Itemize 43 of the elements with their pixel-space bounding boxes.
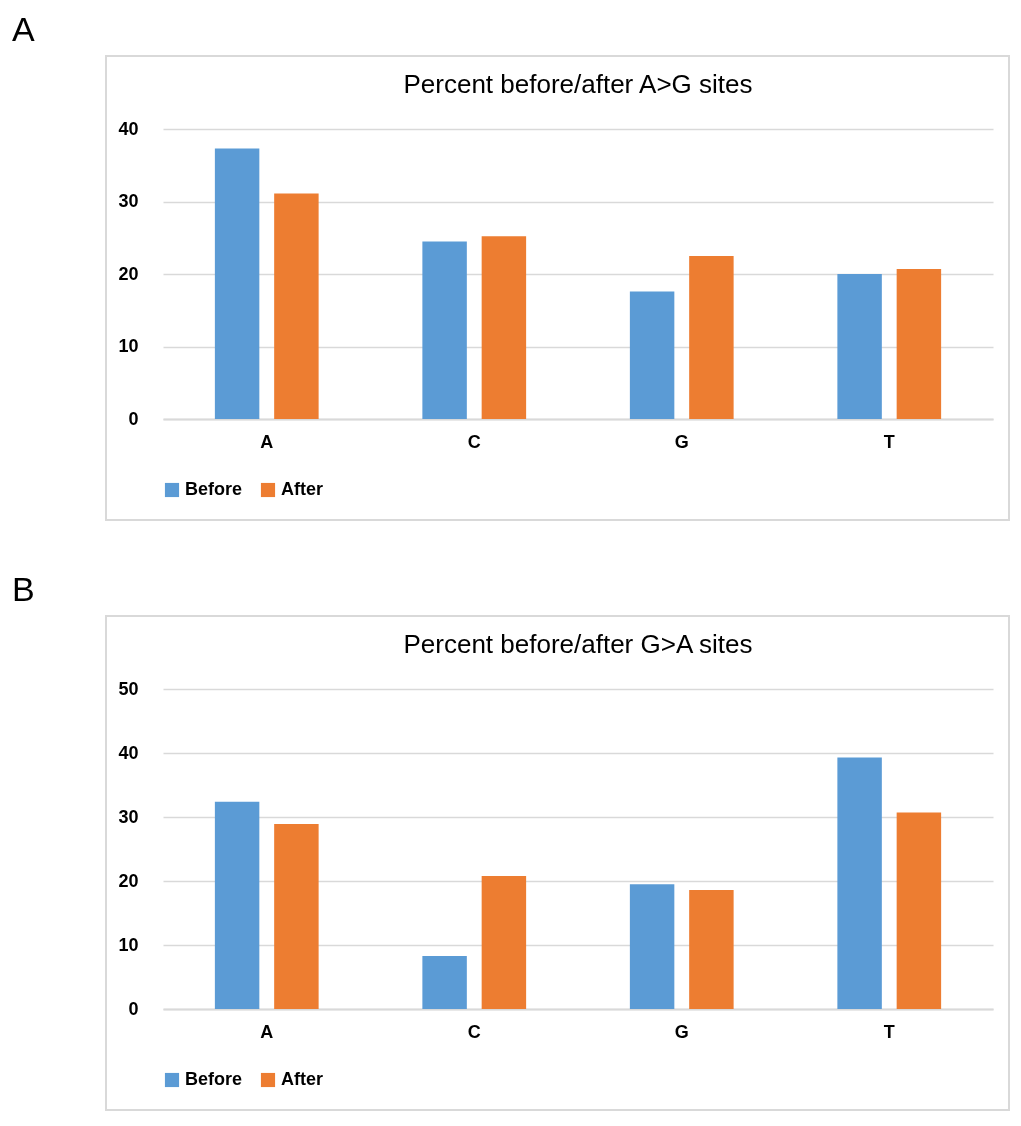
legend-label: After xyxy=(281,479,324,499)
bar xyxy=(214,148,260,419)
bar xyxy=(629,291,675,419)
y-tick-label: 40 xyxy=(118,118,139,139)
y-tick-label: 0 xyxy=(128,408,139,429)
y-tick-label: 30 xyxy=(118,806,139,827)
y-tick-label: 20 xyxy=(118,870,139,891)
bar xyxy=(689,889,734,1009)
chart-title: Percent before/after A>G sites xyxy=(403,69,753,99)
text: B xyxy=(12,570,35,609)
x-tick-label: T xyxy=(883,431,895,452)
bar xyxy=(837,274,882,419)
y-tick-label: 50 xyxy=(118,678,139,699)
x-tick-label: A xyxy=(260,431,274,452)
bar xyxy=(896,268,942,419)
x-tick-label: G xyxy=(674,431,689,452)
bar xyxy=(481,236,527,419)
legend-label: Before xyxy=(185,479,243,499)
bar xyxy=(629,884,675,1009)
x-tick-label: T xyxy=(883,1021,895,1042)
legend-label: Before xyxy=(185,1069,243,1089)
bar xyxy=(689,255,734,419)
x-tick-label: G xyxy=(674,1021,689,1042)
x-tick-label: A xyxy=(260,1021,274,1042)
y-tick-label: 20 xyxy=(118,263,139,284)
bar xyxy=(837,757,882,1009)
bar xyxy=(422,241,467,419)
chart-title: Percent before/after G>A sites xyxy=(403,629,753,659)
y-tick-label: 30 xyxy=(118,191,139,211)
y-tick-label: 10 xyxy=(118,336,139,356)
x-tick-label: C xyxy=(467,1021,481,1042)
bar xyxy=(274,193,319,419)
text: A xyxy=(12,10,35,49)
bar xyxy=(214,801,260,1009)
y-tick-label: 40 xyxy=(118,742,139,763)
x-tick-label: C xyxy=(467,431,481,452)
y-tick-label: 0 xyxy=(128,998,139,1019)
bar xyxy=(274,824,319,1009)
y-tick-label: 10 xyxy=(118,934,139,955)
bar xyxy=(481,875,527,1009)
bar xyxy=(422,955,467,1009)
bar xyxy=(896,812,942,1009)
legend-label: After xyxy=(281,1069,324,1089)
